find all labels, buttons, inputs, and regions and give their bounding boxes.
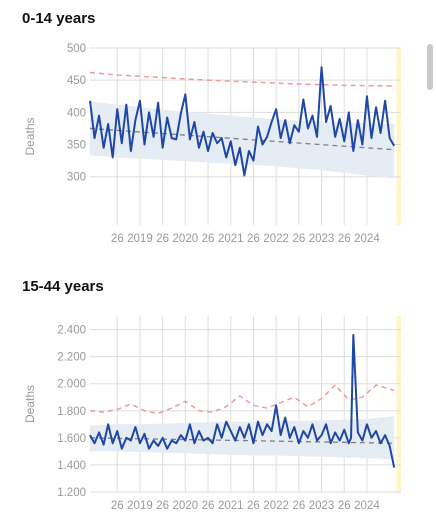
- x-tick-label: 26: [292, 233, 305, 245]
- x-tick-label: 2021: [218, 233, 244, 245]
- x-tick-label: 2020: [173, 500, 199, 512]
- y-tick-label: 2.200: [57, 352, 86, 364]
- upper-threshold-line: [89, 71, 395, 87]
- y-tick-label: 1.600: [57, 433, 86, 445]
- y-tick-label: 350: [67, 140, 86, 152]
- observed-deaths-line: [89, 333, 396, 468]
- x-tick-label: 2023: [309, 233, 335, 245]
- y-tick-label: 400: [67, 107, 86, 119]
- y-tick-label: 2.000: [57, 379, 86, 391]
- scrollbar-thumb[interactable]: [427, 44, 433, 90]
- x-tick-label: 2024: [354, 233, 380, 245]
- chart-title-15-44: 15-44 years: [22, 278, 104, 295]
- observed-deaths-line: [89, 66, 396, 177]
- x-tick-label: 2019: [127, 233, 153, 245]
- x-tick-label: 2022: [263, 233, 289, 245]
- x-tick-label: 26: [247, 233, 260, 245]
- x-tick-label: 2024: [354, 500, 380, 512]
- x-tick-label: 26: [156, 233, 169, 245]
- x-tick-label: 26: [292, 500, 305, 512]
- upper-threshold-line: [89, 383, 395, 415]
- y-tick-label: 1.800: [57, 406, 86, 418]
- x-tick-label: 2021: [218, 500, 244, 512]
- x-tick-label: 26: [247, 500, 260, 512]
- x-tick-label: 26: [338, 500, 351, 512]
- y-tick-label: 500: [67, 43, 86, 55]
- y-tick-label: 300: [67, 172, 86, 184]
- prediction-band: [90, 416, 395, 460]
- x-tick-label: 26: [111, 233, 124, 245]
- y-axis-label: Deaths: [23, 117, 37, 155]
- baseline-line: [89, 127, 395, 151]
- x-tick-label: 2019: [127, 500, 153, 512]
- y-tick-label: 450: [67, 75, 86, 87]
- y-tick-label: 1.400: [57, 460, 86, 472]
- x-tick-label: 26: [111, 500, 124, 512]
- x-tick-label: 26: [202, 233, 215, 245]
- chart-title-0-14: 0-14 years: [22, 10, 96, 27]
- recent-period-highlight: [396, 316, 401, 492]
- x-tick-label: 2022: [263, 500, 289, 512]
- y-axis-label: Deaths: [23, 385, 37, 423]
- x-tick-label: 26: [338, 233, 351, 245]
- x-tick-label: 2023: [309, 500, 335, 512]
- baseline-line: [89, 437, 395, 444]
- y-tick-label: 1.200: [57, 487, 86, 499]
- x-tick-label: 26: [202, 500, 215, 512]
- x-tick-label: 26: [156, 500, 169, 512]
- x-tick-label: 2020: [173, 233, 199, 245]
- y-tick-label: 2.400: [57, 325, 86, 337]
- recent-period-highlight: [396, 48, 401, 225]
